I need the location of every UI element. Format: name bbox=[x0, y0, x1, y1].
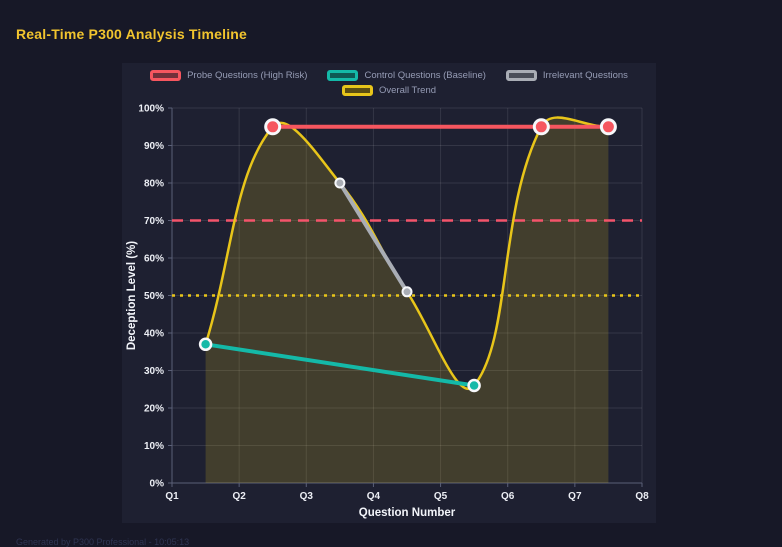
footer-note: Generated by P300 Professional - 10:05:1… bbox=[16, 537, 190, 547]
data-point-marker[interactable] bbox=[198, 337, 213, 352]
trend-area-fill bbox=[205, 117, 609, 484]
legend-swatch-icon bbox=[505, 70, 537, 81]
legend-item-probe-questions-high-risk[interactable]: Probe Questions (High Risk) bbox=[150, 70, 307, 81]
legend-row: Probe Questions (High Risk) Control Quest… bbox=[150, 70, 628, 81]
data-point-marker[interactable] bbox=[532, 118, 550, 136]
y-tick-label: 90% bbox=[144, 141, 164, 152]
y-tick-label: 60% bbox=[144, 254, 164, 265]
legend-label: Irrelevant Questions bbox=[542, 70, 628, 81]
series-line bbox=[203, 342, 477, 388]
series-line bbox=[337, 181, 409, 294]
y-tick-label: 100% bbox=[138, 104, 164, 115]
chart-legend: Probe Questions (High Risk) Control Quest… bbox=[122, 70, 656, 96]
legend-swatch-icon bbox=[150, 70, 182, 81]
legend-row: Overall Trend bbox=[341, 85, 437, 96]
y-tick-label: 40% bbox=[144, 329, 164, 340]
x-tick-label: Q4 bbox=[367, 491, 381, 502]
x-tick-label: Q8 bbox=[635, 491, 649, 502]
y-tick-label: 10% bbox=[144, 441, 164, 452]
legend-item-control-questions-baseline[interactable]: Control Questions (Baseline) bbox=[327, 70, 486, 81]
x-tick-label: Q3 bbox=[300, 491, 314, 502]
legend-swatch-icon bbox=[327, 70, 359, 81]
y-tick-label: 50% bbox=[144, 291, 164, 302]
page-title: Real-Time P300 Analysis Timeline bbox=[16, 26, 248, 42]
data-point-marker[interactable] bbox=[599, 118, 617, 136]
x-axis-title: Question Number bbox=[359, 507, 456, 519]
y-tick-label: 20% bbox=[144, 404, 164, 415]
legend-label: Control Questions (Baseline) bbox=[364, 70, 486, 81]
legend-swatch-icon bbox=[341, 85, 373, 96]
data-point-marker[interactable] bbox=[264, 118, 282, 136]
y-tick-label: 80% bbox=[144, 179, 164, 190]
y-tick-label: 70% bbox=[144, 216, 164, 227]
data-point-marker[interactable] bbox=[467, 378, 481, 393]
y-axis-title: Deception Level (%) bbox=[126, 241, 138, 350]
legend-label: Overall Trend bbox=[378, 85, 437, 96]
x-tick-label: Q7 bbox=[568, 491, 582, 502]
chart-panel: Q1 Q2 Q3 Q4 Q5 Q6 Q7 Q8 0% 10% 20% 30% 40% 50% 60% 70% 8… bbox=[122, 63, 656, 523]
x-tick-label: Q5 bbox=[434, 491, 448, 502]
x-tick-label: Q1 bbox=[165, 491, 179, 502]
y-tick-label: 0% bbox=[150, 479, 165, 490]
data-point-marker[interactable] bbox=[401, 286, 413, 298]
x-tick-label: Q2 bbox=[232, 491, 246, 502]
data-point-marker[interactable] bbox=[334, 177, 346, 189]
chart-svg: Q1 Q2 Q3 Q4 Q5 Q6 Q7 Q8 0% 10% 20% 30% 40% 50% 60% 70% 8… bbox=[126, 104, 649, 520]
legend-label: Probe Questions (High Risk) bbox=[187, 70, 308, 81]
legend-item-overall-trend[interactable]: Overall Trend bbox=[341, 85, 437, 96]
legend-item-irrelevant-questions[interactable]: Irrelevant Questions bbox=[505, 70, 628, 81]
x-tick-label: Q6 bbox=[501, 491, 515, 502]
y-tick-label: 30% bbox=[144, 366, 164, 377]
